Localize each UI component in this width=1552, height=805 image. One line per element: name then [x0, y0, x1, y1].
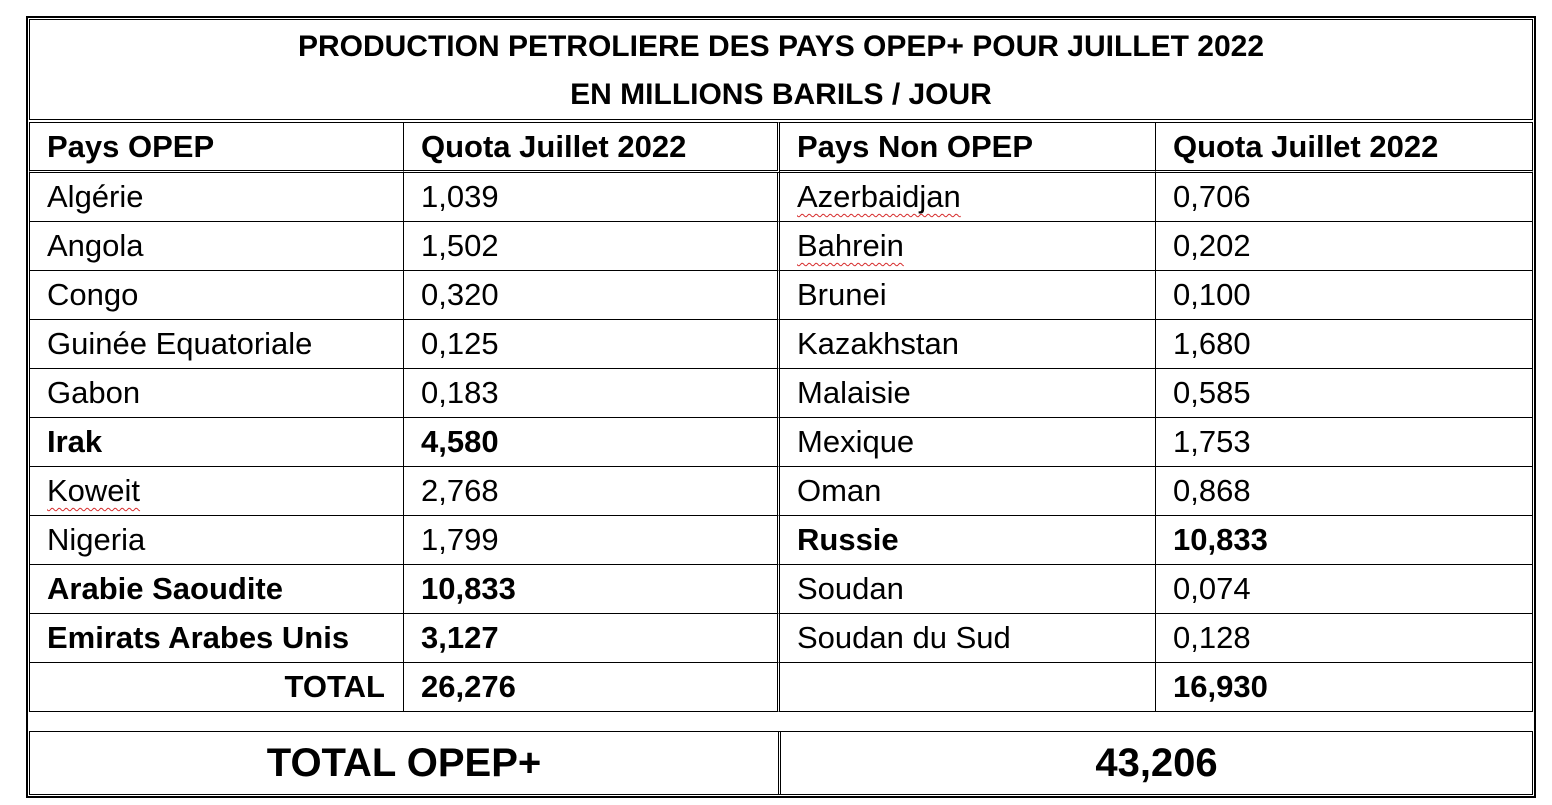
table-row: Guinée Equatoriale 0,125 Kazakhstan 1,68…	[29, 320, 1533, 369]
total-label: TOTAL	[29, 663, 404, 712]
grand-total-value: 43,206	[1095, 741, 1218, 785]
totals-row: TOTAL 26,276 16,930	[29, 663, 1533, 712]
non-opep-quota-cell: 0,585	[1156, 369, 1533, 418]
opep-country-cell: Gabon	[29, 369, 404, 418]
non-opep-country-cell: Malaisie	[780, 369, 1156, 418]
opep-country-cell: Angola	[29, 222, 404, 271]
non-opep-country-cell: Kazakhstan	[780, 320, 1156, 369]
production-table: Pays OPEP Quota Juillet 2022 Pays Non OP…	[29, 122, 1533, 712]
non-opep-quota-cell: 0,074	[1156, 565, 1533, 614]
non-opep-country-cell: Russie	[780, 516, 1156, 565]
table-row: Gabon 0,183 Malaisie 0,585	[29, 369, 1533, 418]
opep-country-cell: Koweit	[29, 467, 404, 516]
opep-quota-cell: 2,768	[404, 467, 780, 516]
spellcheck-flagged-word: Koweit	[47, 473, 141, 508]
opep-quota-cell: 0,125	[404, 320, 780, 369]
header-non-opep-country: Pays Non OPEP	[780, 122, 1156, 173]
opep-quota-cell: 1,502	[404, 222, 780, 271]
opep-quota-cell: 10,833	[404, 565, 780, 614]
grand-total-row: TOTAL OPEP+ 43,206	[29, 731, 1533, 795]
header-opep-quota: Quota Juillet 2022	[404, 122, 780, 173]
non-opep-quota-cell: 0,868	[1156, 467, 1533, 516]
non-opep-country-cell: Oman	[780, 467, 1156, 516]
grand-total-label: TOTAL OPEP+	[30, 732, 781, 794]
table-row: Algérie 1,039 Azerbaidjan 0,706	[29, 173, 1533, 222]
non-opep-country-cell: Soudan	[780, 565, 1156, 614]
opep-quota-cell: 0,320	[404, 271, 780, 320]
non-opep-country-cell: Azerbaidjan	[780, 173, 1156, 222]
document-frame	[26, 16, 1536, 798]
opep-country-cell: Irak	[29, 418, 404, 467]
table-row: Congo 0,320 Brunei 0,100	[29, 271, 1533, 320]
non-opep-total-label	[780, 663, 1156, 712]
opep-quota-cell: 4,580	[404, 418, 780, 467]
non-opep-quota-cell: 1,680	[1156, 320, 1533, 369]
table-row: Angola 1,502 Bahrein 0,202	[29, 222, 1533, 271]
non-opep-quota-cell: 0,706	[1156, 173, 1533, 222]
table-row: Emirats Arabes Unis 3,127 Soudan du Sud …	[29, 614, 1533, 663]
opep-country-cell: Emirats Arabes Unis	[29, 614, 404, 663]
opep-total-value: 26,276	[404, 663, 780, 712]
non-opep-total-value: 16,930	[1156, 663, 1533, 712]
opep-country-cell: Arabie Saoudite	[29, 565, 404, 614]
opep-quota-cell: 0,183	[404, 369, 780, 418]
non-opep-quota-cell: 0,128	[1156, 614, 1533, 663]
non-opep-quota-cell: 1,753	[1156, 418, 1533, 467]
non-opep-quota-cell: 0,202	[1156, 222, 1533, 271]
non-opep-country-cell: Soudan du Sud	[780, 614, 1156, 663]
non-opep-quota-cell: 0,100	[1156, 271, 1533, 320]
opep-quota-cell: 1,039	[404, 173, 780, 222]
table-title: PRODUCTION PETROLIERE DES PAYS OPEP+ POU…	[29, 19, 1533, 120]
opep-country-cell: Congo	[29, 271, 404, 320]
opep-country-cell: Nigeria	[29, 516, 404, 565]
header-opep-country: Pays OPEP	[29, 122, 404, 173]
non-opep-country-cell: Bahrein	[780, 222, 1156, 271]
spellcheck-flagged-word: Azerbaidjan	[797, 179, 961, 214]
title-line-2: EN MILLIONS BARILS / JOUR	[570, 78, 992, 111]
title-line-1: PRODUCTION PETROLIERE DES PAYS OPEP+ POU…	[297, 30, 1265, 63]
non-opep-country-cell: Brunei	[780, 271, 1156, 320]
opep-country-cell: Algérie	[29, 173, 404, 222]
non-opep-country-cell: Mexique	[780, 418, 1156, 467]
non-opep-quota-cell: 10,833	[1156, 516, 1533, 565]
table-row: Arabie Saoudite 10,833 Soudan 0,074	[29, 565, 1533, 614]
table-row: Koweit 2,768 Oman 0,868	[29, 467, 1533, 516]
opep-quota-cell: 1,799	[404, 516, 780, 565]
header-row: Pays OPEP Quota Juillet 2022 Pays Non OP…	[29, 122, 1533, 173]
table-row: Irak 4,580 Mexique 1,753	[29, 418, 1533, 467]
opep-quota-cell: 3,127	[404, 614, 780, 663]
table-row: Nigeria 1,799 Russie 10,833	[29, 516, 1533, 565]
header-non-opep-quota: Quota Juillet 2022	[1156, 122, 1533, 173]
spellcheck-flagged-word: Bahrein	[797, 228, 904, 263]
opep-country-cell: Guinée Equatoriale	[29, 320, 404, 369]
